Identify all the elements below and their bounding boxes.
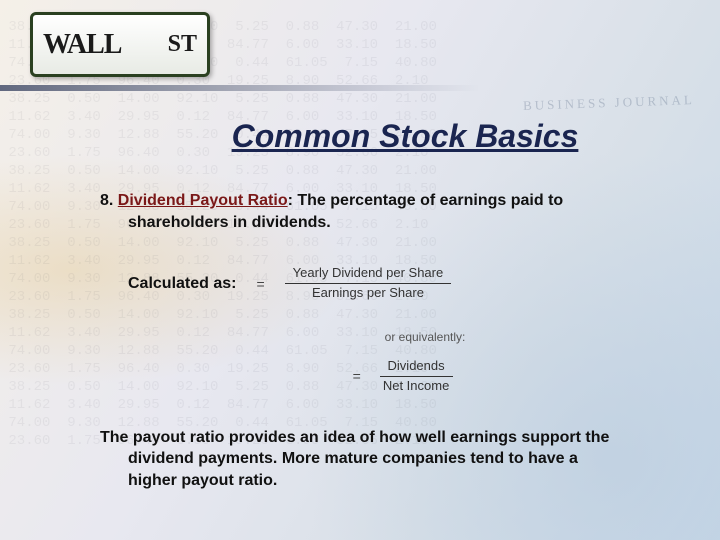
slide-title: Common Stock Basics	[160, 118, 650, 155]
sign-main-text: WALL	[43, 29, 121, 61]
fraction-1: Yearly Dividend per Share Earnings per S…	[285, 265, 452, 302]
sign-suffix-text: ST	[168, 31, 197, 58]
equivalently-label: or equivalently:	[200, 330, 650, 344]
definition-line1: The percentage of earnings paid to	[297, 192, 563, 209]
header-divider	[0, 85, 480, 91]
fraction2-numerator: Dividends	[380, 358, 453, 377]
definition-term: Dividend Payout Ratio	[118, 192, 288, 209]
closing-line2: dividend payments. More mature companies…	[128, 448, 650, 470]
closing-line1: The payout ratio provides an idea of how…	[100, 429, 609, 446]
journal-watermark: BUSINESS JOURNAL	[523, 92, 695, 114]
calculated-as-label: Calculated as:	[128, 275, 236, 293]
definition-line2: shareholders in dividends.	[128, 212, 650, 234]
definition-number: 8.	[100, 192, 113, 209]
fraction1-denominator: Earnings per Share	[304, 284, 432, 302]
slide-content: Common Stock Basics 8. Dividend Payout R…	[0, 118, 720, 492]
equals-sign-2: =	[353, 368, 361, 384]
formula-row-1: Calculated as: = Yearly Dividend per Sha…	[128, 265, 650, 302]
wall-street-sign: WALL ST	[30, 12, 210, 77]
closing-line3: higher payout ratio.	[128, 470, 650, 492]
equals-sign-1: =	[256, 276, 264, 292]
definition-colon: :	[288, 192, 293, 209]
fraction2-denominator: Net Income	[375, 377, 457, 395]
closing-paragraph: The payout ratio provides an idea of how…	[100, 427, 650, 492]
definition-block: 8. Dividend Payout Ratio: The percentage…	[100, 190, 650, 233]
fraction1-numerator: Yearly Dividend per Share	[285, 265, 452, 284]
fraction-2: Dividends Net Income	[375, 358, 457, 395]
formula-row-2: = Dividends Net Income	[160, 358, 650, 395]
